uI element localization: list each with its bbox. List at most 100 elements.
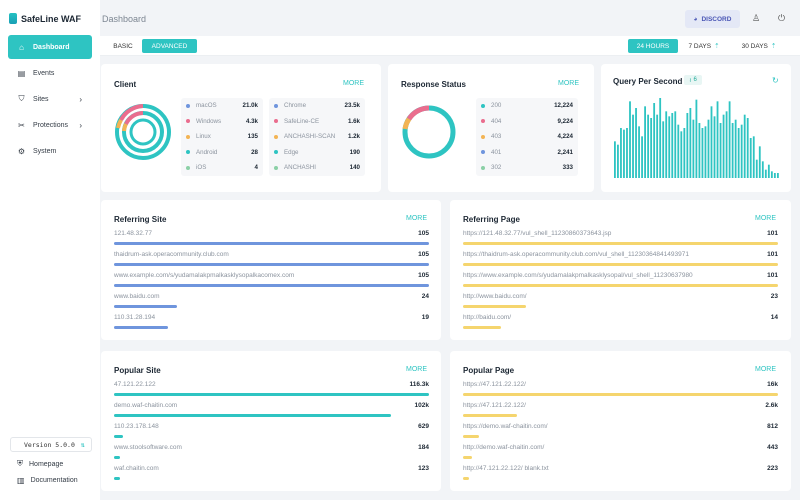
list-item[interactable]: http://demo.waf-chaitin.com/443 [463, 444, 778, 460]
list-item-bar [463, 326, 501, 329]
list-item[interactable]: 47.121.22.122 116.3k [114, 381, 429, 397]
list-item-count: 184 [418, 444, 429, 451]
shield-icon: ⛉ [18, 94, 25, 103]
client-more-link[interactable]: MORE [343, 80, 364, 87]
response-status-title: Response Status [401, 80, 466, 89]
book-icon: ▥ [17, 476, 25, 485]
list-item-label: http://47.121.22.122/ blank.txt [463, 465, 549, 472]
basic-mode-button[interactable]: BASIC [113, 42, 133, 50]
safeline-logo-icon [9, 13, 17, 24]
list-item-label: waf.chaitin.com [114, 465, 159, 472]
qps-bar [746, 118, 749, 178]
qps-bar [674, 111, 677, 178]
range-30-days-button[interactable]: 30 DAYS ⇡ [736, 39, 782, 53]
discord-icon: ◕ [693, 15, 698, 23]
range-24-hours-button[interactable]: 24 HOURS [628, 39, 678, 53]
referring-page-more-link[interactable]: MORE [755, 215, 776, 222]
legend-item: iOS 4 [186, 160, 258, 176]
list-item[interactable]: http://baidu.com/14 [463, 314, 778, 330]
qps-badge-value: 6 [693, 77, 697, 83]
qps-bar [644, 106, 646, 178]
list-item-bar [463, 263, 778, 266]
sidebar: SafeLine WAF ⌂ Dashboard ▤ Events ⛉ Site… [0, 0, 100, 500]
range-7-days-button[interactable]: 7 DAYS ⇡ [684, 39, 724, 53]
sidebar-nav: ⌂ Dashboard ▤ Events ⛉ Sites › ✂ Protect… [8, 35, 92, 165]
qps-bar [686, 113, 689, 178]
list-item[interactable]: http://www.baidu.com/23 [463, 293, 778, 309]
qps-bar [683, 128, 686, 178]
list-item[interactable]: https://demo.waf-chaitin.com/812 [463, 423, 778, 439]
qps-bar [689, 108, 692, 178]
advanced-mode-button[interactable]: ADVANCED [142, 39, 197, 53]
range-label: 30 DAYS [741, 42, 768, 50]
list-item[interactable]: https://47.121.22.122/16k [463, 381, 778, 397]
app-logo[interactable]: SafeLine WAF [9, 13, 81, 24]
qps-bar [617, 144, 619, 178]
documentation-link[interactable]: ▥ Documentation [17, 476, 78, 485]
list-item-count: 105 [418, 251, 429, 258]
list-item[interactable]: thaidrum-ask.operacommunity.club.com 105 [114, 251, 429, 267]
list-item-count: 443 [767, 444, 778, 451]
popular-site-more-link[interactable]: MORE [406, 366, 427, 373]
response-status-legend: 200 12,224 404 9,224 403 4,224 401 2,241 302… [476, 98, 578, 176]
page-title: Dashboard [102, 14, 147, 24]
gear-icon: ⚙ [17, 146, 26, 156]
response-more-link[interactable]: MORE [558, 80, 579, 87]
list-item[interactable]: www.example.com/s/yudamalakpmalkasklysop… [114, 272, 429, 288]
list-item[interactable]: https://thaidrum-ask.operacommunity.club… [463, 251, 778, 267]
version-selector[interactable]: Version 5.0.0 ⇅ [10, 437, 92, 452]
list-item[interactable]: demo.waf-chaitin.com 102k [114, 402, 429, 418]
popular-site-card: Popular Site MORE 47.121.22.122 116.3k dem… [101, 351, 441, 491]
list-item[interactable]: https://121.48.32.77/vul_shell_112308603… [463, 230, 778, 246]
sidebar-item-sites[interactable]: ⛉ Sites › [8, 87, 92, 111]
discord-button[interactable]: ◕ DISCORD [685, 10, 740, 28]
list-item[interactable]: 121.48.32.77 105 [114, 230, 429, 246]
legend-item: 401 2,241 [481, 145, 573, 161]
qps-bar [650, 118, 653, 178]
list-item[interactable]: www.baidu.com 24 [114, 293, 429, 309]
list-item-label: www.baidu.com [114, 293, 160, 300]
list-item-bar [463, 284, 778, 287]
chevron-right-icon: › [79, 94, 82, 104]
sidebar-item-system[interactable]: ⚙ System [8, 139, 92, 163]
logout-icon[interactable]: ⏻ [778, 13, 786, 23]
list-item-count: 629 [418, 423, 429, 430]
qps-bar [662, 121, 665, 178]
chevron-right-icon: › [79, 120, 82, 130]
qps-bar [623, 129, 625, 178]
list-item[interactable]: waf.chaitin.com 123 [114, 465, 429, 481]
discord-label: DISCORD [701, 15, 732, 23]
shirt-icon[interactable]: ♙ [752, 13, 761, 23]
list-item-label: 47.121.22.122 [114, 381, 156, 388]
sidebar-item-protections[interactable]: ✂ Protections › [8, 113, 92, 137]
legend-item: Edge 190 [274, 145, 360, 161]
list-item-bar [114, 305, 177, 308]
home-icon: ⌂ [19, 42, 24, 52]
legend-item: ANCHASHI 140 [274, 160, 360, 176]
referring-site-more-link[interactable]: MORE [406, 215, 427, 222]
list-item[interactable]: http://47.121.22.122/ blank.txt 223 [463, 465, 778, 481]
sidebar-item-dashboard[interactable]: ⌂ Dashboard [8, 35, 92, 59]
list-item[interactable]: https://47.121.22.122/2.6k [463, 402, 778, 418]
refresh-icon[interactable]: ↻ [772, 76, 779, 85]
qps-bar [677, 124, 680, 178]
client-browser-legend: Chrome 23.5k SafeLine-CE 1.6k ANCHASHI-SCA… [269, 98, 365, 176]
list-item[interactable]: 110.23.178.148 629 [114, 423, 429, 439]
homepage-link[interactable]: ⛨ Homepage [17, 459, 63, 469]
sidebar-item-events[interactable]: ▤ Events [8, 61, 92, 85]
list-item-count: 105 [418, 230, 429, 237]
list-item[interactable]: 110.31.28.194 19 [114, 314, 429, 330]
qps-bar [749, 138, 752, 178]
qps-bar [719, 123, 722, 178]
list-item-count: 16k [767, 381, 778, 388]
list-item[interactable]: www.stoolsoftware.com 184 [114, 444, 429, 460]
qps-bar [629, 101, 631, 178]
list-item[interactable]: https://www.example.com/s/yudamalakpmalk… [463, 272, 778, 288]
qps-bar [647, 114, 650, 178]
list-item-label: www.example.com/s/yudamalakpmalkasklysop… [114, 272, 295, 279]
qps-bar [692, 119, 695, 178]
qps-bar [656, 114, 659, 178]
legend-item: 404 9,224 [481, 114, 573, 130]
qps-bar [761, 161, 764, 178]
popular-page-more-link[interactable]: MORE [755, 366, 776, 373]
